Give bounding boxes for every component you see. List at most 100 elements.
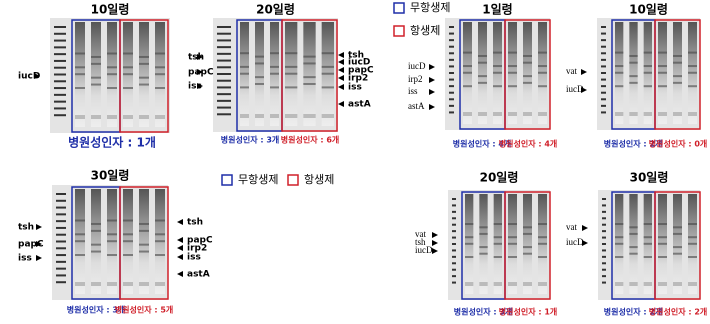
band — [270, 86, 279, 89]
band — [523, 54, 532, 57]
band — [493, 256, 502, 258]
arrow — [197, 54, 203, 60]
band — [673, 226, 682, 229]
band — [493, 71, 502, 74]
ladder-band — [602, 204, 606, 207]
primer-band — [673, 282, 682, 286]
ladder-band — [602, 210, 606, 213]
band — [478, 54, 487, 57]
lane — [91, 22, 101, 127]
arrow — [338, 67, 344, 73]
primer-band — [139, 115, 149, 119]
lane — [479, 194, 488, 294]
band-label: iucD — [566, 237, 584, 247]
band — [688, 223, 697, 225]
primer-band — [523, 282, 532, 286]
legend-label: 무항생제 — [238, 173, 278, 186]
band — [75, 52, 85, 55]
ladder-band — [217, 86, 231, 89]
ladder-band — [54, 32, 66, 35]
band-label: vat — [415, 229, 426, 239]
ladder-band — [602, 230, 606, 233]
primer-band — [493, 112, 502, 116]
ladder-band — [217, 93, 231, 96]
band — [255, 55, 264, 58]
band — [643, 85, 652, 88]
arrow — [177, 254, 183, 260]
band — [523, 81, 532, 84]
band — [139, 250, 149, 253]
primer-band — [673, 112, 682, 116]
band-label: iss — [187, 253, 201, 263]
ladder-band — [449, 72, 454, 74]
lane — [91, 189, 101, 294]
primer-band — [91, 282, 101, 286]
ladder-band — [449, 39, 454, 42]
caption: 병원성인자 : 3개 — [67, 305, 126, 315]
band — [629, 252, 638, 255]
ladder-band — [452, 268, 456, 271]
band — [493, 51, 502, 54]
band — [658, 85, 667, 88]
legend-swatch — [393, 25, 405, 37]
band — [629, 75, 638, 78]
ladder-band — [452, 217, 456, 220]
band — [463, 71, 472, 74]
band — [285, 86, 298, 89]
caption: 병원성인자 : 1개 — [499, 307, 558, 317]
band — [155, 66, 165, 69]
band — [508, 85, 517, 88]
band — [123, 52, 133, 55]
arrow — [581, 87, 587, 93]
band — [240, 65, 249, 68]
legend-label: 무항생제 — [410, 1, 450, 14]
primer-band — [465, 282, 474, 286]
band — [508, 242, 517, 245]
band — [107, 73, 117, 76]
band — [688, 51, 697, 54]
lane — [629, 194, 638, 294]
band-label: astA — [187, 270, 210, 280]
primer-band — [463, 112, 472, 116]
band-label: papC — [18, 240, 44, 250]
arrow — [177, 237, 183, 243]
band — [270, 52, 279, 55]
band — [538, 65, 547, 68]
caption: 병원성인자 : 6개 — [281, 135, 340, 145]
band — [643, 51, 652, 54]
band — [463, 51, 472, 54]
band — [479, 232, 488, 235]
band — [478, 81, 487, 84]
band — [285, 72, 298, 75]
band — [658, 71, 667, 74]
band — [107, 219, 117, 222]
ladder-band — [602, 268, 606, 271]
band — [465, 236, 474, 239]
ladder-band — [217, 52, 231, 55]
band — [523, 75, 532, 78]
band — [538, 242, 547, 245]
arrow — [177, 271, 183, 277]
band-label: tsh — [187, 218, 203, 228]
band — [629, 232, 638, 235]
band — [240, 86, 249, 89]
primer-band — [643, 282, 652, 286]
band — [615, 51, 624, 54]
lane — [139, 22, 149, 127]
primer-band — [270, 114, 279, 118]
band — [629, 61, 638, 64]
ladder-band — [54, 93, 66, 96]
primer-band — [538, 282, 547, 286]
primer-band — [478, 112, 487, 116]
band — [479, 226, 488, 229]
ladder-band — [217, 59, 231, 62]
band — [523, 232, 532, 235]
band-label: iss — [348, 83, 362, 93]
band — [321, 72, 334, 75]
band — [303, 62, 316, 65]
ladder-band — [452, 249, 456, 252]
ladder-band — [602, 236, 606, 239]
band — [493, 223, 502, 225]
arrow — [429, 77, 435, 83]
band — [658, 242, 667, 245]
